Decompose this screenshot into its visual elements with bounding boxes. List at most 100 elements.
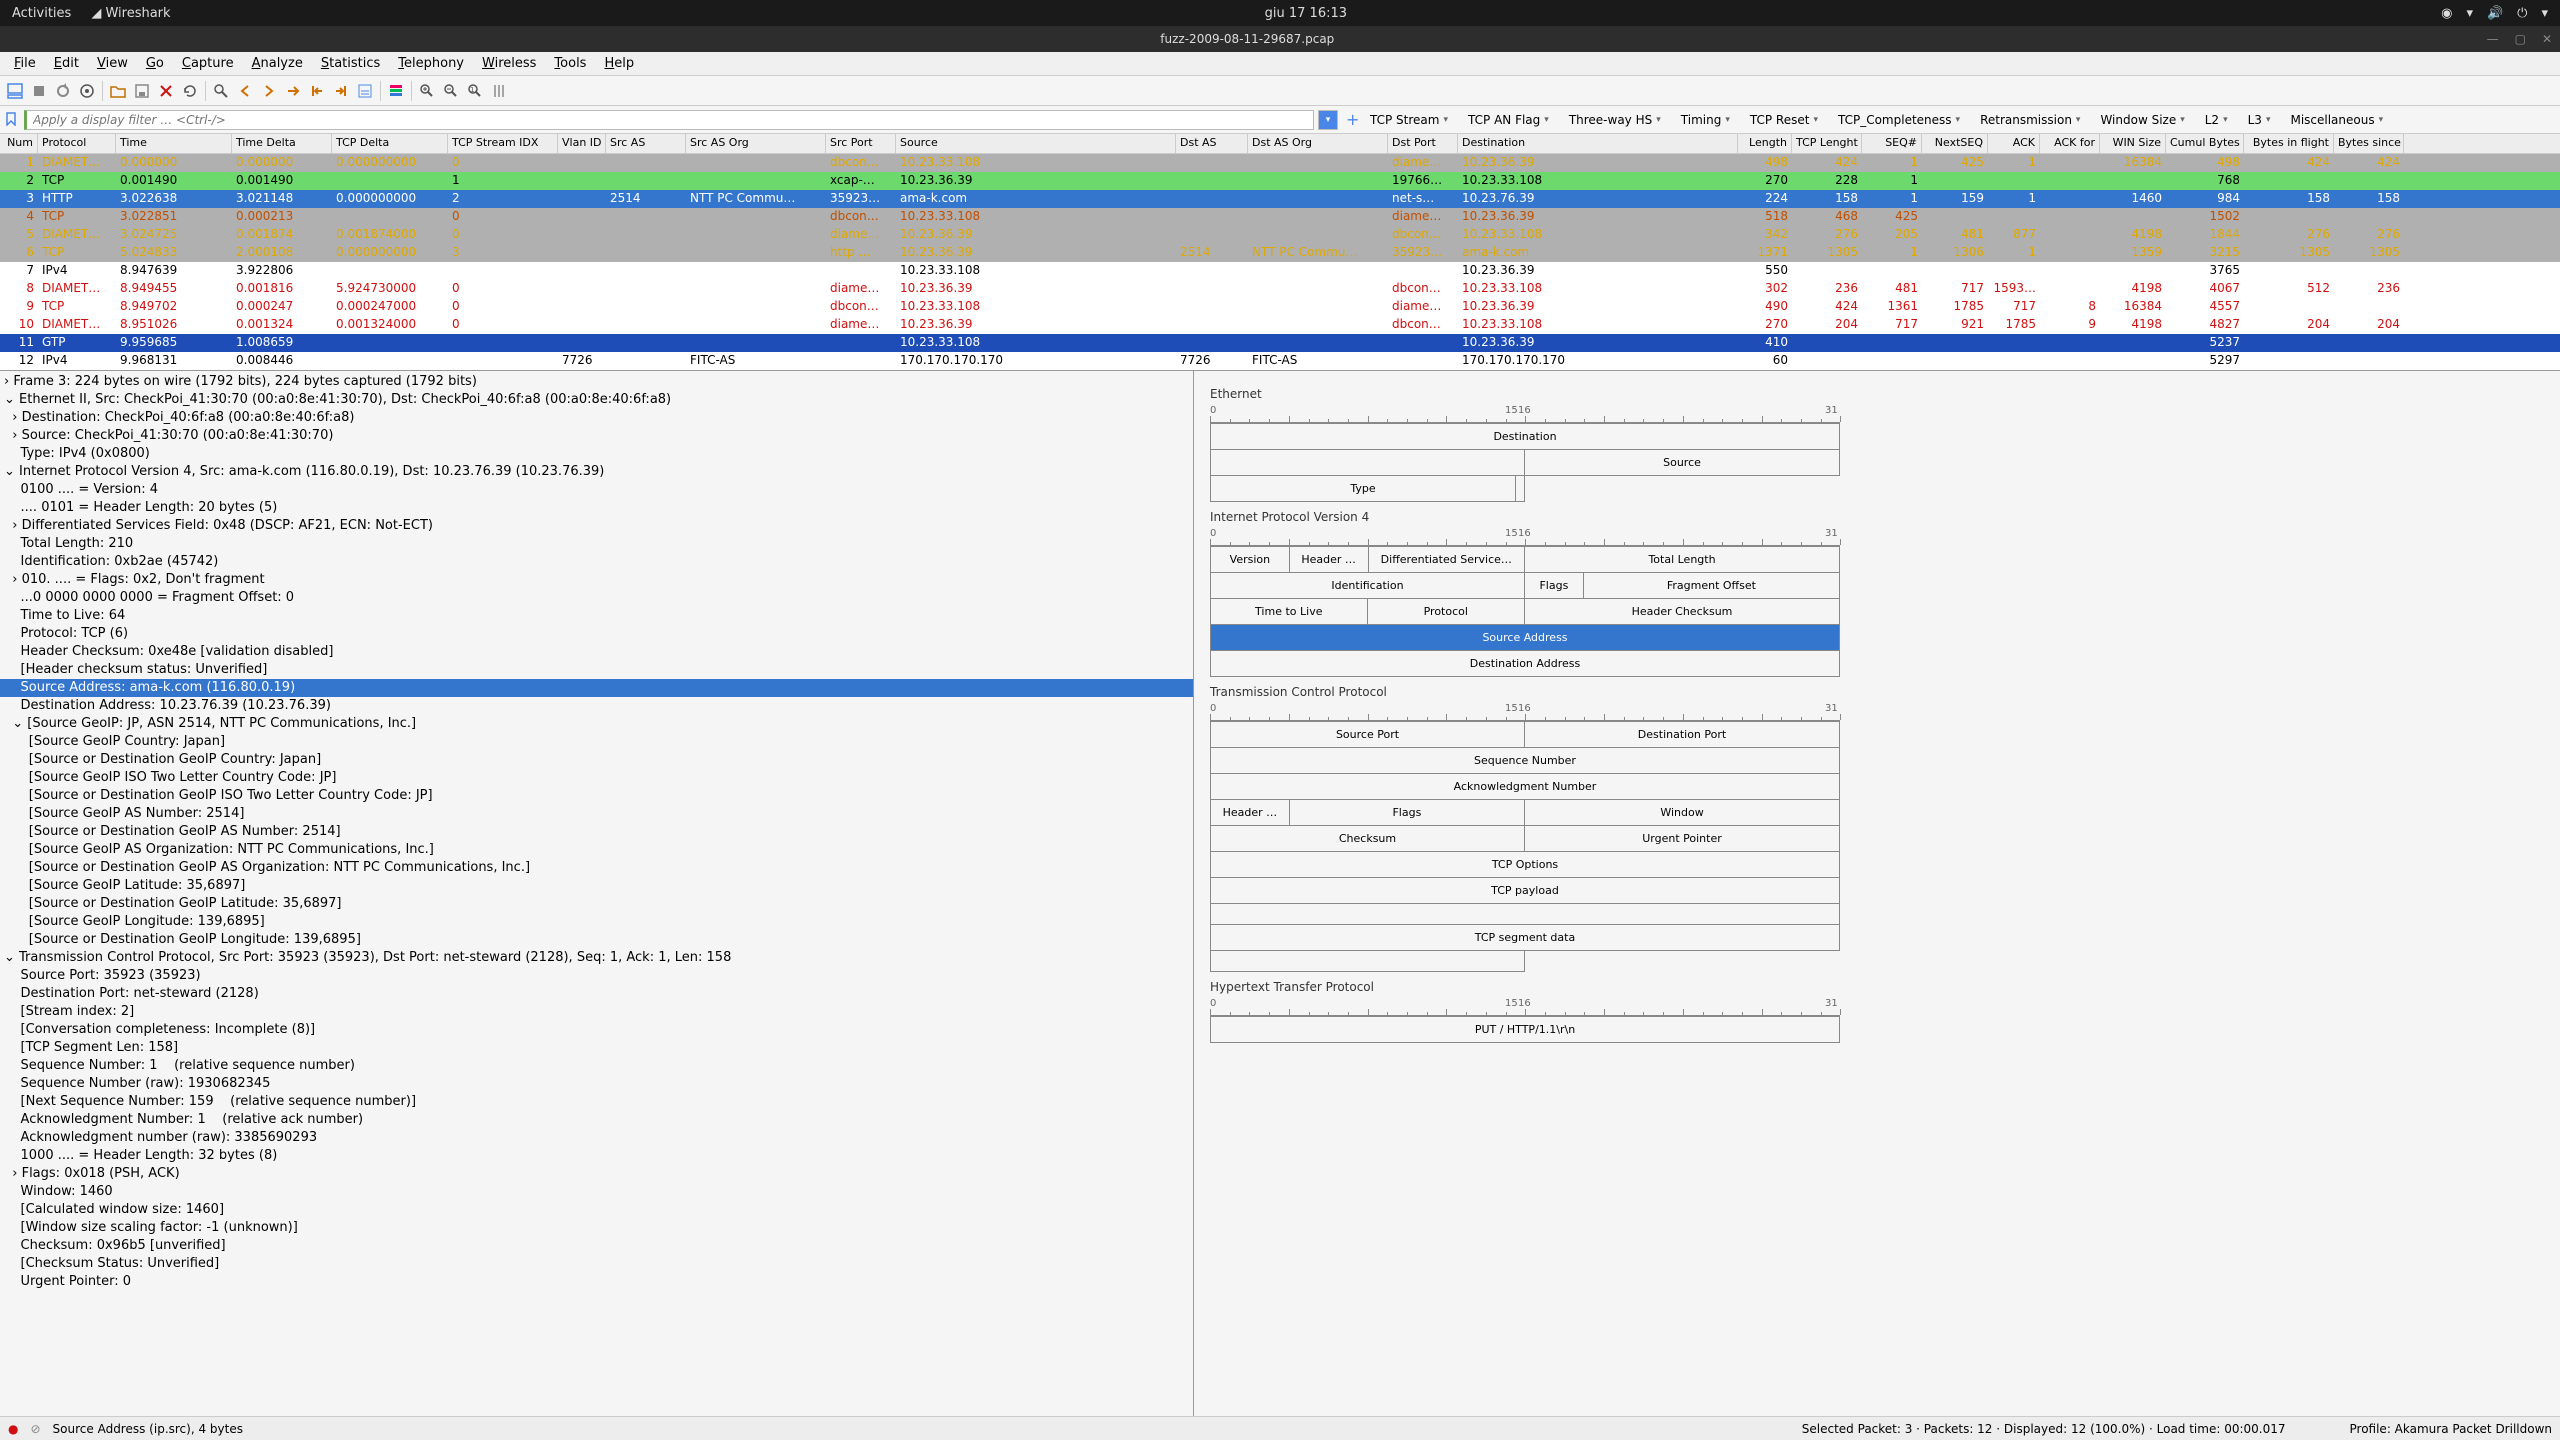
- diagram-row[interactable]: Type: [1210, 476, 1525, 502]
- tree-line[interactable]: › Frame 3: 224 bytes on wire (1792 bits)…: [0, 373, 1193, 391]
- packet-row[interactable]: 8DIAMET…8.9494550.0018165.9247300000diam…: [0, 280, 2560, 298]
- column-header[interactable]: ACK for: [2040, 134, 2100, 153]
- diagram-row[interactable]: PUT / HTTP/1.1\r\n: [1210, 1016, 1840, 1043]
- diagram-field[interactable]: Total Length: [1525, 547, 1839, 572]
- menu-wireless[interactable]: Wireless: [474, 54, 544, 73]
- column-header[interactable]: Destination: [1458, 134, 1738, 153]
- tree-line[interactable]: [Stream index: 2]: [0, 1003, 1193, 1021]
- diagram-field[interactable]: [1211, 450, 1525, 475]
- diagram-row[interactable]: VersionHeader …Differentiated Service…To…: [1210, 546, 1840, 573]
- tree-line[interactable]: [Source GeoIP Country: Japan]: [0, 733, 1193, 751]
- packet-list[interactable]: NumProtocolTimeTime DeltaTCP DeltaTCP St…: [0, 134, 2560, 370]
- column-header[interactable]: Time Delta: [232, 134, 332, 153]
- capture-options-button[interactable]: [76, 80, 98, 102]
- packet-row[interactable]: 12IPv49.9681310.0084467726FITC-AS170.170…: [0, 352, 2560, 370]
- tree-line[interactable]: ⌄ [Source GeoIP: JP, ASN 2514, NTT PC Co…: [0, 715, 1193, 733]
- filter-chip-tcp-stream[interactable]: TCP Stream▾: [1362, 111, 1456, 129]
- resize-columns-button[interactable]: [488, 80, 510, 102]
- reload-button[interactable]: [179, 80, 201, 102]
- diagram-field[interactable]: Flags: [1290, 800, 1525, 825]
- tree-line[interactable]: Destination Address: 10.23.76.39 (10.23.…: [0, 697, 1193, 715]
- diagram-row[interactable]: Acknowledgment Number: [1210, 774, 1840, 800]
- tree-line[interactable]: [Source or Destination GeoIP AS Number: …: [0, 823, 1193, 841]
- filter-chip-timing[interactable]: Timing▾: [1673, 111, 1738, 129]
- column-header[interactable]: TCP Delta: [332, 134, 448, 153]
- column-header[interactable]: Dst AS: [1176, 134, 1248, 153]
- close-button[interactable]: ✕: [2542, 32, 2552, 46]
- tree-line[interactable]: [Conversation completeness: Incomplete (…: [0, 1021, 1193, 1039]
- column-header[interactable]: Src Port: [826, 134, 896, 153]
- tree-line[interactable]: › Destination: CheckPoi_40:6f:a8 (00:a0:…: [0, 409, 1193, 427]
- diagram-row[interactable]: Source Address: [1210, 625, 1840, 651]
- diagram-row[interactable]: Destination Address: [1210, 651, 1840, 677]
- column-header[interactable]: Bytes since F: [2334, 134, 2404, 153]
- tree-line[interactable]: › 010. .... = Flags: 0x2, Don't fragment: [0, 571, 1193, 589]
- diagram-row[interactable]: Header …FlagsWindow: [1210, 800, 1840, 826]
- go-to-packet-button[interactable]: [282, 80, 304, 102]
- tree-line[interactable]: 1000 .... = Header Length: 32 bytes (8): [0, 1147, 1193, 1165]
- menu-file[interactable]: File: [6, 54, 44, 73]
- packet-row[interactable]: 4TCP3.0228510.0002130dbcon…10.23.33.108d…: [0, 208, 2560, 226]
- tree-line[interactable]: [Source GeoIP AS Organization: NTT PC Co…: [0, 841, 1193, 859]
- filter-chip-window-size[interactable]: Window Size▾: [2092, 111, 2192, 129]
- packet-row[interactable]: 6TCP5.0248332.0001080.0000000003http …10…: [0, 244, 2560, 262]
- diagram-row[interactable]: Sequence Number: [1210, 748, 1840, 774]
- diagram-row[interactable]: Time to LiveProtocolHeader Checksum: [1210, 599, 1840, 625]
- tree-line[interactable]: [Window size scaling factor: -1 (unknown…: [0, 1219, 1193, 1237]
- activities-button[interactable]: Activities: [12, 6, 71, 21]
- tree-line[interactable]: Urgent Pointer: 0: [0, 1273, 1193, 1291]
- column-header[interactable]: Time: [116, 134, 232, 153]
- diagram-field[interactable]: [1516, 476, 1524, 501]
- diagram-row[interactable]: Destination: [1210, 423, 1840, 450]
- diagram-field[interactable]: Source: [1525, 450, 1839, 475]
- diagram-field[interactable]: Identification: [1211, 573, 1525, 598]
- tree-line[interactable]: Sequence Number (raw): 1930682345: [0, 1075, 1193, 1093]
- column-header[interactable]: Source: [896, 134, 1176, 153]
- menu-edit[interactable]: Edit: [46, 54, 87, 73]
- diagram-field[interactable]: [1525, 904, 1839, 924]
- diagram-field[interactable]: Type: [1211, 476, 1516, 501]
- menu-telephony[interactable]: Telephony: [390, 54, 472, 73]
- diagram-field[interactable]: PUT / HTTP/1.1\r\n: [1211, 1017, 1839, 1042]
- diagram-field[interactable]: Destination: [1211, 424, 1839, 449]
- diagram-row[interactable]: TCP segment data: [1210, 925, 1840, 951]
- minimize-button[interactable]: —: [2487, 32, 2499, 46]
- open-file-button[interactable]: [107, 80, 129, 102]
- column-header[interactable]: Bytes in flight: [2244, 134, 2334, 153]
- tree-line[interactable]: Total Length: 210: [0, 535, 1193, 553]
- column-header[interactable]: Src AS: [606, 134, 686, 153]
- diagram-row[interactable]: Source PortDestination Port: [1210, 721, 1840, 748]
- tree-line[interactable]: Source Address: ama-k.com (116.80.0.19): [0, 679, 1193, 697]
- go-first-button[interactable]: [306, 80, 328, 102]
- diagram-field[interactable]: TCP Options: [1211, 852, 1839, 877]
- zoom-out-button[interactable]: [440, 80, 462, 102]
- tree-line[interactable]: 0100 .... = Version: 4: [0, 481, 1193, 499]
- tree-line[interactable]: [Source GeoIP AS Number: 2514]: [0, 805, 1193, 823]
- filter-chip-tcp-an-flag[interactable]: TCP AN Flag▾: [1460, 111, 1557, 129]
- column-header[interactable]: Num: [0, 134, 38, 153]
- diagram-field[interactable]: Source Address: [1211, 625, 1839, 650]
- diagram-field[interactable]: Urgent Pointer: [1525, 826, 1839, 851]
- tree-line[interactable]: [Source or Destination GeoIP Latitude: 3…: [0, 895, 1193, 913]
- tree-line[interactable]: Destination Port: net-steward (2128): [0, 985, 1193, 1003]
- packet-row[interactable]: 2TCP0.0014900.0014901xcap-…10.23.36.3919…: [0, 172, 2560, 190]
- auto-scroll-button[interactable]: [354, 80, 376, 102]
- clock[interactable]: giu 17 16:13: [171, 6, 2442, 21]
- find-packet-button[interactable]: [210, 80, 232, 102]
- packet-row[interactable]: 3HTTP3.0226383.0211480.00000000022514NTT…: [0, 190, 2560, 208]
- packet-row[interactable]: 1DIAMET…0.0000000.0000000.0000000000dbco…: [0, 154, 2560, 172]
- cancel-icon[interactable]: ⊘: [30, 1422, 40, 1436]
- column-header[interactable]: Src AS Org: [686, 134, 826, 153]
- zoom-in-button[interactable]: [416, 80, 438, 102]
- save-file-button[interactable]: [131, 80, 153, 102]
- tree-line[interactable]: [Source or Destination GeoIP Longitude: …: [0, 931, 1193, 949]
- close-file-button[interactable]: [155, 80, 177, 102]
- diagram-field[interactable]: [1211, 951, 1524, 971]
- packet-row[interactable]: 5DIAMET…3.0247250.0018740.0018740000diam…: [0, 226, 2560, 244]
- tree-line[interactable]: Acknowledgment Number: 1 (relative ack n…: [0, 1111, 1193, 1129]
- display-filter-input[interactable]: [24, 110, 1314, 130]
- menu-help[interactable]: Help: [596, 54, 642, 73]
- app-indicator[interactable]: ◢ Wireshark: [91, 6, 170, 21]
- start-capture-button[interactable]: [4, 80, 26, 102]
- packet-row[interactable]: 10DIAMET…8.9510260.0013240.0013240000dia…: [0, 316, 2560, 334]
